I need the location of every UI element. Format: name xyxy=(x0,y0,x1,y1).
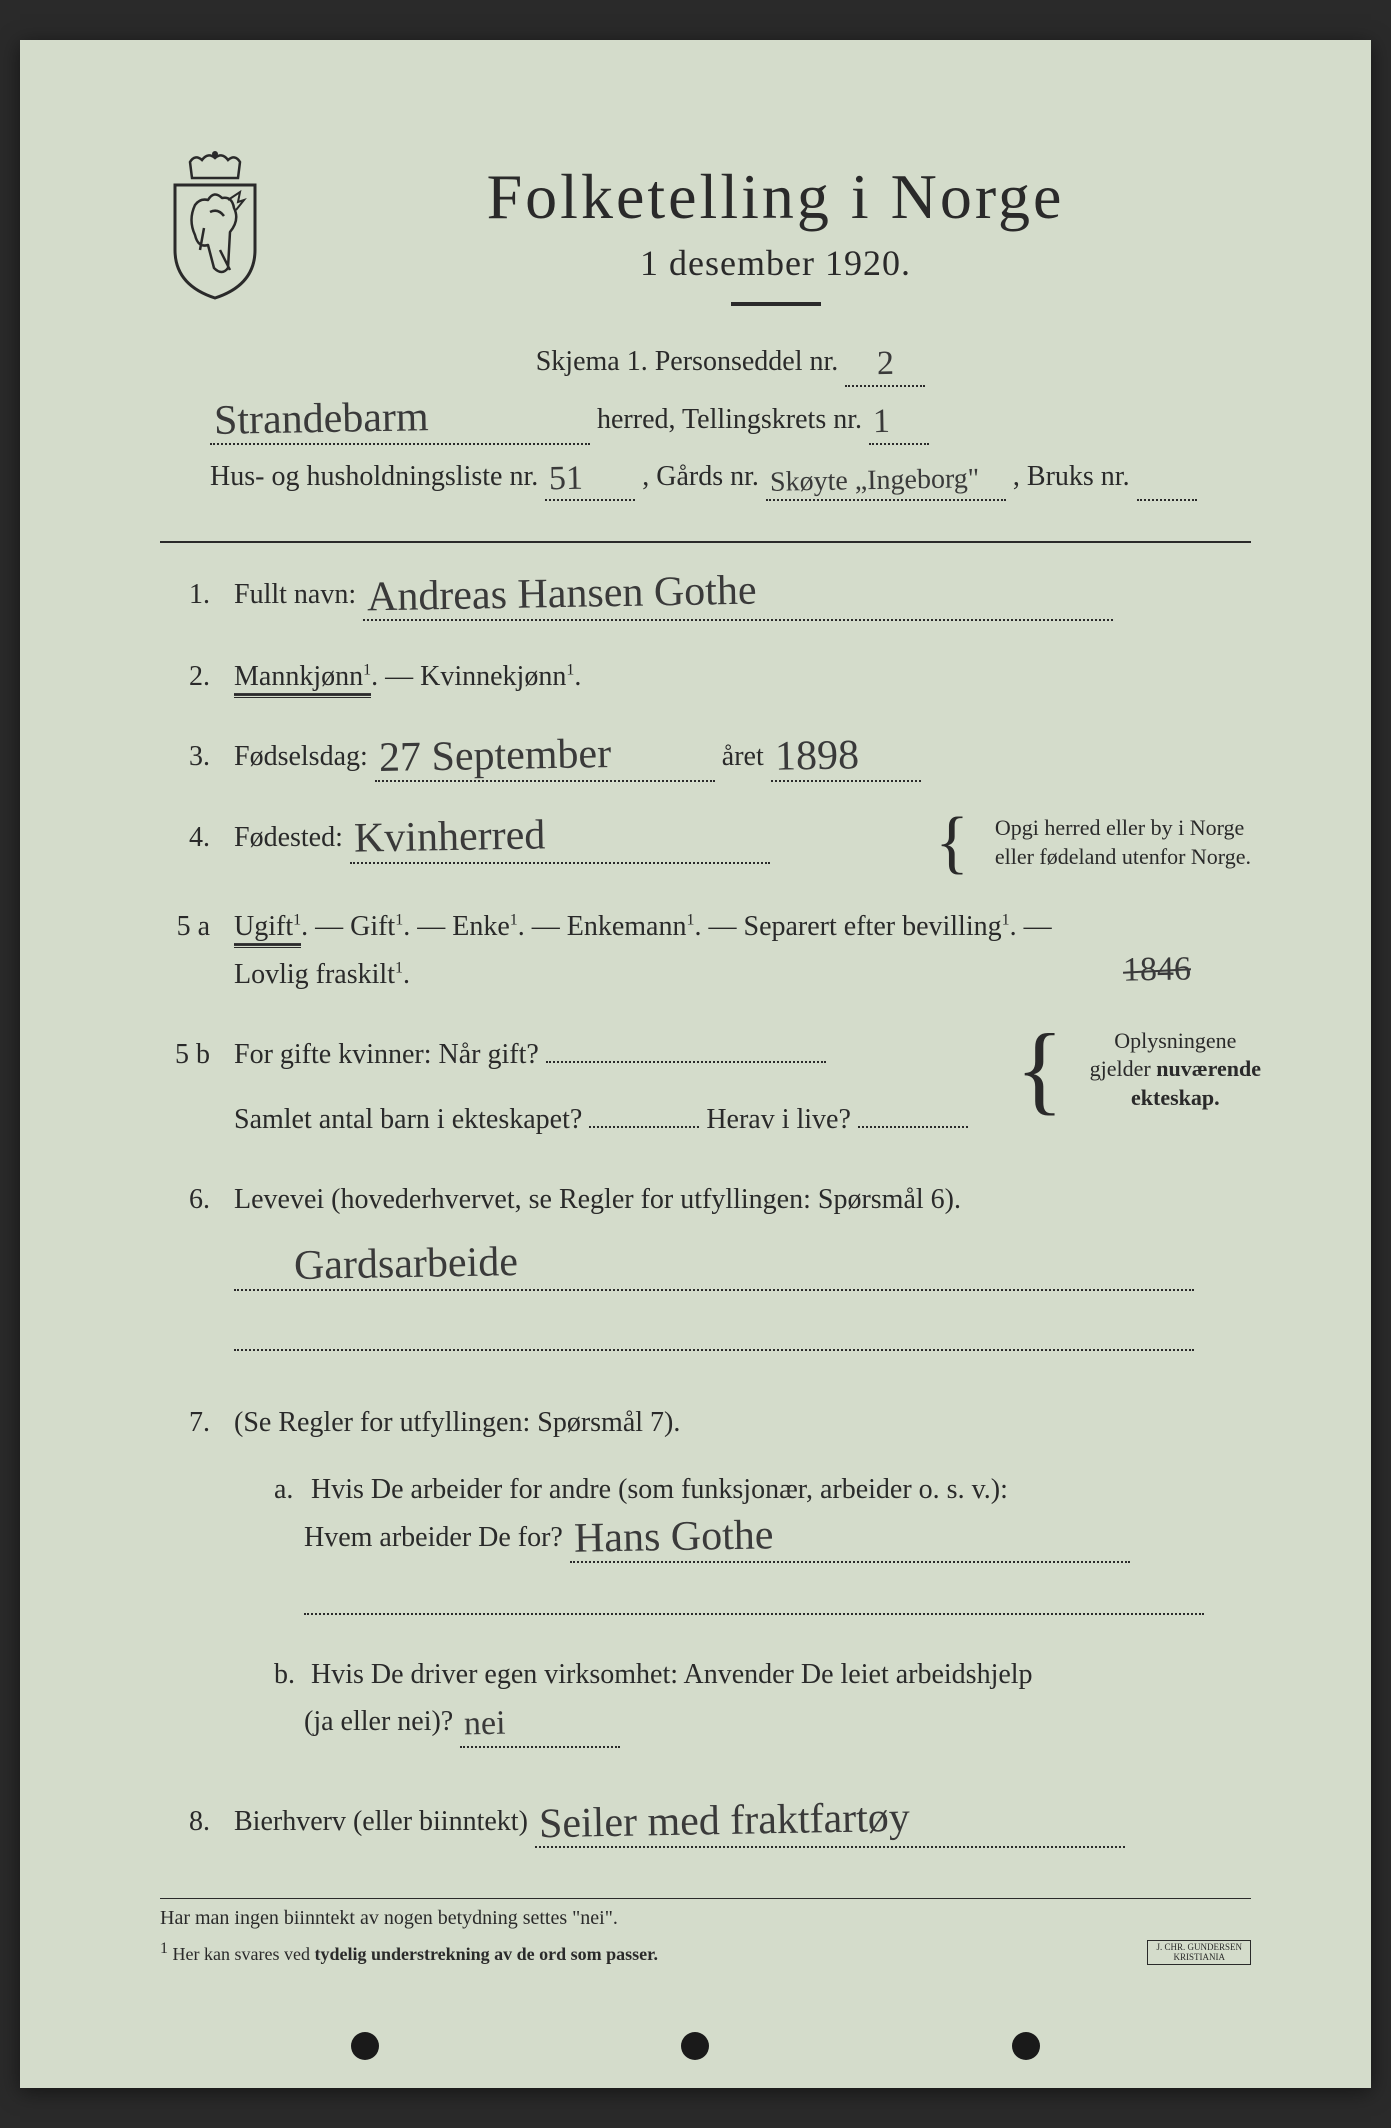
q7b: b. Hvis De driver egen virksomhet: Anven… xyxy=(274,1651,1251,1748)
q5b-row: 5 b For gifte kvinner: Når gift? Samlet … xyxy=(160,1031,1251,1144)
q4-num: 4. xyxy=(160,814,210,862)
q7b-value: nei xyxy=(464,1709,506,1740)
questions-block: 1. Fullt navn: Andreas Hansen Gothe 2. M… xyxy=(160,541,1251,1965)
punch-holes xyxy=(20,2032,1371,2060)
q6-num: 6. xyxy=(160,1176,210,1224)
q5a-scratch: 1846 xyxy=(1123,954,1192,986)
coat-of-arms-icon xyxy=(160,150,270,300)
q7b-letter: b. xyxy=(274,1651,304,1699)
q5b-l1: For gifte kvinner: Når gift? xyxy=(234,1039,539,1070)
subtitle: 1 desember 1920. xyxy=(300,242,1251,284)
q5b-l2b-blank xyxy=(858,1126,968,1128)
printer-mark: J. CHR. GUNDERSEN KRISTIANIA xyxy=(1147,1940,1251,1966)
q3-day: 27 September xyxy=(378,736,611,778)
q8-label: Bierhverv (eller biinntekt) xyxy=(234,1806,528,1837)
herred-line: Strandebarm herred, Tellingskrets nr. 1 xyxy=(210,397,1251,445)
gards-value: Skøyte „Ingeborg" xyxy=(770,466,980,495)
q7b-l2: (ja eller nei)? xyxy=(304,1706,453,1737)
q2-row: 2. Mannkjønn1. — Kvinnekjønn1. xyxy=(160,653,1251,701)
q6-blank2 xyxy=(234,1321,1194,1351)
q4-note: Opgi herred eller by i Norge eller fødel… xyxy=(995,814,1251,871)
q7-num: 7. xyxy=(160,1399,210,1447)
q2-num: 2. xyxy=(160,653,210,701)
q7b-l1: Hvis De driver egen virksomhet: Anvender… xyxy=(311,1659,1033,1690)
hole-icon xyxy=(1012,2032,1040,2060)
q5a-enke: Enke1. xyxy=(452,911,525,942)
q6-value: Gardsarbeide xyxy=(294,1244,519,1286)
bruks-label: , Bruks nr. xyxy=(1013,461,1130,492)
q1-value: Andreas Hansen Gothe xyxy=(367,573,757,618)
q5a-num: 5 a xyxy=(160,903,210,951)
q6-label: Levevei (hovederhvervet, se Regler for u… xyxy=(234,1184,961,1215)
title-block: Folketelling i Norge 1 desember 1920. xyxy=(300,160,1251,330)
q7a-l2: Hvem arbeider De for? xyxy=(304,1522,563,1553)
q6-row: 6. Levevei (hovederhvervet, se Regler fo… xyxy=(160,1176,1251,1367)
hole-icon xyxy=(351,2032,379,2060)
q1-num: 1. xyxy=(160,571,210,619)
q5b-note: Oplysningene gjelder nuværende ekteskap. xyxy=(1090,1027,1261,1113)
footnote-1: Har man ingen biinntekt av nogen betydni… xyxy=(160,1898,1251,1930)
husliste-label: Hus- og husholdningsliste nr. xyxy=(210,461,538,492)
q2-mann: Mannkjønn1 xyxy=(234,661,371,696)
q5b-l2a-blank xyxy=(589,1126,699,1128)
q5b-num: 5 b xyxy=(160,1031,210,1079)
q5b-l2b: Herav i live? xyxy=(706,1104,851,1135)
q3-year: 1898 xyxy=(774,737,859,776)
q3-num: 3. xyxy=(160,733,210,781)
skjema-label: Skjema 1. Personseddel nr. xyxy=(536,346,839,377)
q5a-ugift: Ugift1 xyxy=(234,911,301,946)
q4-row: 4. Fødested: Kvinherred { Opgi herred el… xyxy=(160,814,1251,871)
q5a-fraskilt: Lovlig fraskilt1. xyxy=(234,959,410,990)
meta-block: Skjema 1. Personseddel nr. 2 Strandebarm… xyxy=(160,340,1251,501)
main-title: Folketelling i Norge xyxy=(300,160,1251,234)
q7-label: (Se Regler for utfyllingen: Spørsmål 7). xyxy=(234,1407,680,1438)
census-form-page: Folketelling i Norge 1 desember 1920. Sk… xyxy=(20,40,1371,2088)
herred-value: Strandebarm xyxy=(214,399,429,441)
q5a-separert: Separert efter bevilling1. xyxy=(744,911,1017,942)
q7-row: 7. (Se Regler for utfyllingen: Spørsmål … xyxy=(160,1399,1251,1767)
q7a: a. Hvis De arbeider for andre (som funks… xyxy=(274,1466,1251,1631)
q7a-l1: Hvis De arbeider for andre (som funksjon… xyxy=(311,1474,1008,1505)
q7a-letter: a. xyxy=(274,1466,304,1514)
q4-label: Fødested: xyxy=(234,822,343,853)
title-divider xyxy=(731,302,821,306)
q3-row: 3. Fødselsdag: 27 September året 1898 xyxy=(160,733,1251,783)
q5b-l2a: Samlet antal barn i ekteskapet? xyxy=(234,1104,582,1135)
q2-kvinne: Kvinnekjønn1 xyxy=(420,661,574,692)
q3-year-label: året xyxy=(722,741,771,772)
q8-row: 8. Bierhverv (eller biinntekt) Seiler me… xyxy=(160,1798,1251,1848)
q5b-l1-blank xyxy=(546,1061,826,1063)
q4-value: Kvinherred xyxy=(354,818,546,859)
q8-value: Seiler med fraktfartøy xyxy=(539,1800,910,1844)
skjema-line: Skjema 1. Personseddel nr. 2 xyxy=(210,340,1251,387)
gards-label: , Gårds nr. xyxy=(642,461,759,492)
q1-row: 1. Fullt navn: Andreas Hansen Gothe xyxy=(160,571,1251,621)
personseddel-nr: 2 xyxy=(876,349,894,380)
q5a-gift: Gift1. xyxy=(350,911,410,942)
q5a-enkemann: Enkemann1. xyxy=(567,911,702,942)
q5a-row: 5 a Ugift1. — Gift1. — Enke1. — Enkemann… xyxy=(160,903,1251,998)
q7a-value: Hans Gothe xyxy=(574,1517,774,1558)
q3-label: Fødselsdag: xyxy=(234,741,368,772)
form-header: Folketelling i Norge 1 desember 1920. xyxy=(160,160,1251,330)
footnote-2: 1 Her kan svares ved tydelig understrekn… xyxy=(160,1940,1251,1966)
q1-label: Fullt navn: xyxy=(234,579,356,610)
krets-nr: 1 xyxy=(873,407,891,438)
q8-num: 8. xyxy=(160,1798,210,1846)
q7a-blank xyxy=(304,1589,1204,1615)
husliste-nr: 51 xyxy=(549,463,584,494)
hole-icon xyxy=(681,2032,709,2060)
herred-label: herred, Tellingskrets nr. xyxy=(597,404,862,435)
husliste-line: Hus- og husholdningsliste nr. 51 , Gårds… xyxy=(210,455,1251,502)
